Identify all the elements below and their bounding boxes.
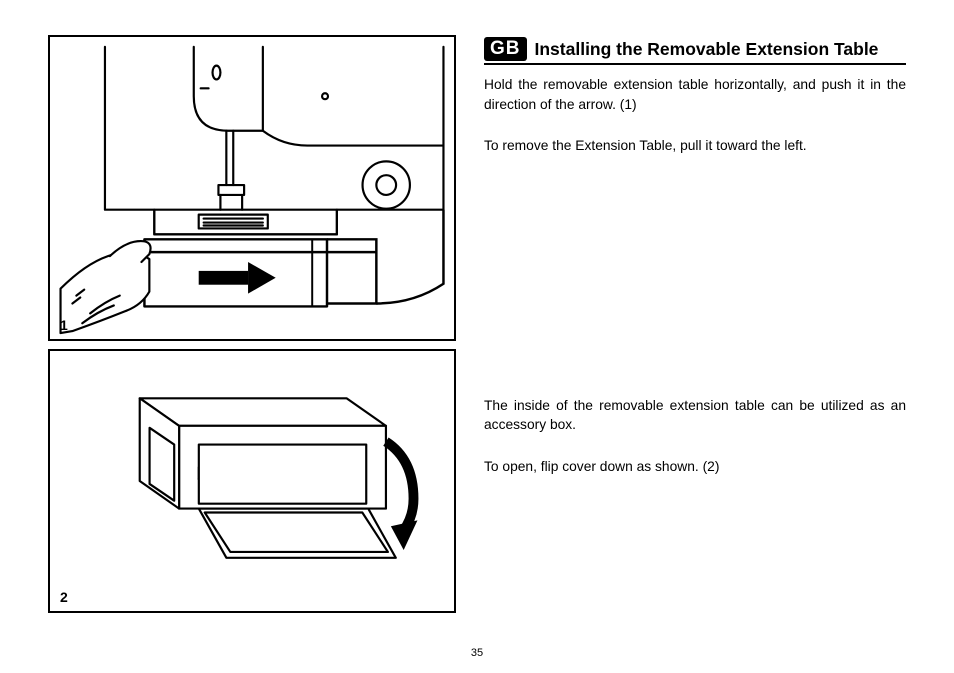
figure-2: 2	[48, 349, 456, 613]
figure-2-label: 2	[60, 589, 68, 605]
manual-page: 1	[48, 35, 906, 613]
paragraph-3: The inside of the removable extension ta…	[484, 396, 906, 435]
text-column: GB Installing the Removable Extension Ta…	[484, 35, 906, 613]
paragraph-1: Hold the removable extension table horiz…	[484, 75, 906, 114]
section-2-text: The inside of the removable extension ta…	[484, 396, 906, 477]
figures-column: 1	[48, 35, 456, 613]
language-badge: GB	[484, 37, 527, 61]
figure-1-label: 1	[60, 317, 68, 333]
paragraph-4: To open, flip cover down as shown. (2)	[484, 457, 906, 477]
page-number: 35	[471, 647, 483, 659]
section-heading: GB Installing the Removable Extension Ta…	[484, 37, 906, 65]
heading-text: Installing the Removable Extension Table	[535, 39, 879, 60]
paragraph-2: To remove the Extension Table, pull it t…	[484, 136, 906, 156]
figure-1: 1	[48, 35, 456, 341]
sewing-machine-illustration	[50, 37, 454, 339]
extension-table-open-illustration	[50, 351, 454, 611]
